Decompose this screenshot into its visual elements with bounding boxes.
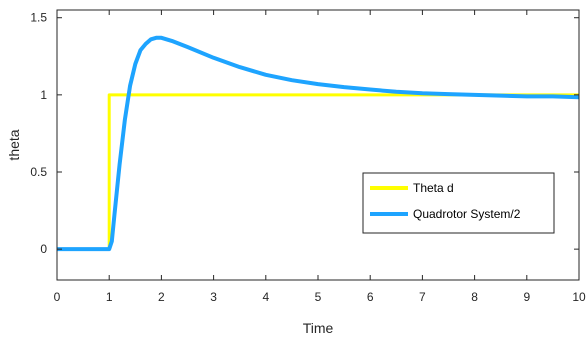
y-tick-label: 0 — [40, 242, 47, 256]
x-axis-label: Time — [303, 320, 334, 336]
x-tick-label: 7 — [419, 290, 426, 304]
legend: Theta d Quadrotor System/2 — [362, 172, 555, 234]
x-tick-label: 8 — [471, 290, 478, 304]
y-axis-label: theta — [6, 129, 22, 160]
y-tick-label: 1 — [40, 88, 47, 102]
y-tick-label: 0.5 — [30, 165, 47, 179]
x-tick-label: 2 — [158, 290, 165, 304]
x-tick-label: 1 — [106, 290, 113, 304]
tick-layer: 0 1 2 3 4 5 6 7 8 9 10 0 0.5 1 1.5 — [30, 10, 586, 304]
legend-box — [362, 172, 555, 234]
x-tick-label: 5 — [315, 290, 322, 304]
series-line-quadrotor-system — [57, 35, 580, 252]
x-tick-label: 3 — [210, 290, 217, 304]
x-tick-label: 6 — [367, 290, 374, 304]
series-layer — [57, 35, 580, 252]
x-tick-label: 0 — [54, 290, 61, 304]
x-tick-label: 9 — [523, 290, 530, 304]
legend-label-quadrotor-system: Quadrotor System/2 — [413, 207, 521, 221]
x-tick-label: 4 — [262, 290, 269, 304]
y-tick-label: 1.5 — [30, 11, 47, 25]
legend-label-theta-d: Theta d — [413, 181, 454, 195]
x-tick-label: 10 — [572, 290, 586, 304]
